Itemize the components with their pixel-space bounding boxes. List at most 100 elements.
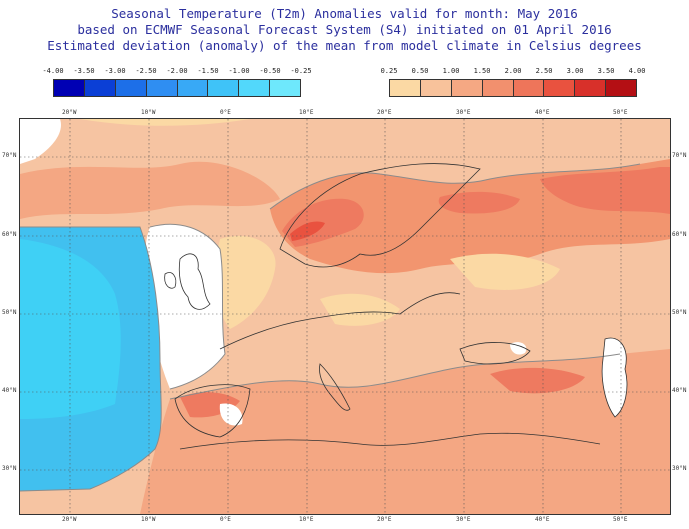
legend_cold-tick-label: -3.50 [73, 67, 95, 75]
legend_cold-swatch [177, 80, 209, 96]
longitude-top-label: 20°E [377, 109, 392, 116]
title-line-1: Seasonal Temperature (T2m) Anomalies val… [111, 6, 578, 21]
longitude-top-label: 20°W [62, 109, 77, 116]
neutral-area-greenland [20, 119, 61, 164]
title-line-2: based on ECMWF Seasonal Forecast System … [77, 22, 612, 37]
legend_cold-tick-label: -0.25 [290, 67, 312, 75]
legend-cold-bar [53, 79, 301, 97]
coastlines [164, 163, 628, 450]
legend_warm-tick-label: 1.50 [473, 67, 491, 75]
longitude-top-label: 30°E [456, 109, 471, 116]
legend_warm-swatch [575, 80, 607, 96]
longitude-top-label: 10°W [141, 109, 156, 116]
light-band-central-europe [320, 293, 400, 326]
light-band-west-europe [214, 235, 276, 329]
legend_warm-tick-label: 3.50 [597, 67, 615, 75]
legend_cold-tick-label: -4.00 [42, 67, 64, 75]
neutral-area-caspian [602, 338, 627, 417]
longitude-top-label: 50°E [613, 109, 628, 116]
legend_cold-swatch [270, 80, 300, 96]
legend_warm-tick-label: 2.00 [504, 67, 522, 75]
contour-cold-boundary [20, 226, 162, 492]
coastline-ireland [164, 272, 177, 289]
cold-area-atlantic-inner [20, 239, 121, 419]
latitude-right-label: 40°N [672, 387, 687, 394]
coastline-scandinavia [279, 163, 481, 268]
legend_warm-swatch [482, 80, 514, 96]
legend-warm-ticks: 0.25 0.50 1.00 1.50 2.00 2.50 3.00 3.50 4.00 [381, 67, 646, 79]
latitude-right-label: 60°N [672, 231, 687, 238]
legend_cold-tick-label: -0.50 [259, 67, 281, 75]
warm-core-finland [438, 191, 520, 214]
legend_cold-swatch [115, 80, 147, 96]
warm-core-turkey [490, 367, 585, 394]
legend_cold-tick-label: -1.50 [197, 67, 219, 75]
coastline-italy [319, 363, 351, 411]
latitude-left-label: 50°N [2, 309, 17, 316]
latitude-right-label: 30°N [672, 465, 687, 472]
coastline-black-sea [459, 342, 531, 365]
graticule [20, 119, 670, 514]
legend_warm-swatch [420, 80, 452, 96]
legend_warm-tick-label: 2.50 [535, 67, 553, 75]
longitude-bottom-label: 50°E [613, 516, 628, 523]
legend_warm-swatch [544, 80, 576, 96]
title-line-3: Estimated deviation (anomaly) of the mea… [47, 38, 642, 53]
warm-core-norway-inner [290, 221, 325, 241]
anomaly-map-svg [20, 119, 670, 514]
legend-warm-bar [389, 79, 637, 97]
legend_cold-tick-label: -3.00 [104, 67, 126, 75]
title-block: Seasonal Temperature (T2m) Anomalies val… [0, 6, 689, 54]
contour-scandinavia [269, 163, 641, 210]
neutral-area-british-isles [144, 224, 225, 389]
legend-cold-ticks: -4.00 -3.50 -3.00 -2.50 -2.00 -1.50 -1.00 -0.50… [42, 67, 311, 79]
longitude-top-label: 10°E [299, 109, 314, 116]
coastline-north-africa [179, 432, 601, 450]
legend_cold-swatch [208, 80, 240, 96]
legend_warm-tick-label: 4.00 [628, 67, 646, 75]
coastline-iberia [174, 384, 251, 438]
latitude-right-label: 70°N [672, 152, 687, 159]
coastline-caspian [601, 337, 628, 418]
legend_warm-tick-label: 1.00 [442, 67, 460, 75]
longitude-bottom-label: 20°E [377, 516, 392, 523]
legend_cold-swatch [54, 80, 85, 96]
legend_cold-swatch [239, 80, 271, 96]
legend_warm-tick-label: 0.50 [411, 67, 429, 75]
longitude-top-label: 0°E [220, 109, 231, 116]
longitude-bottom-label: 20°W [62, 516, 77, 523]
legend_warm-swatch [390, 80, 421, 96]
warm-core-russia [540, 167, 670, 214]
longitude-top-label: 40°E [535, 109, 550, 116]
legend_warm-tick-label: 3.00 [566, 67, 584, 75]
legend_warm-swatch [606, 80, 636, 96]
coastline-british-isles [178, 253, 211, 310]
legend_warm-swatch [513, 80, 545, 96]
contour-lines [20, 163, 641, 492]
legend-warm: 0.25 0.50 1.00 1.50 2.00 2.50 3.00 3.50 4.00 [381, 67, 646, 97]
legend_cold-tick-label: -2.00 [166, 67, 188, 75]
neutral-area-aral [510, 342, 527, 355]
legend_cold-tick-label: -2.50 [135, 67, 157, 75]
legend_cold-swatch [146, 80, 178, 96]
anomaly-map [19, 118, 671, 515]
legend_cold-tick-label: -1.00 [228, 67, 250, 75]
contour-neutral-boundary [149, 223, 226, 390]
legend-cold: -4.00 -3.50 -3.00 -2.50 -2.00 -1.50 -1.00 -0.50… [42, 67, 312, 97]
light-band-north [80, 119, 250, 126]
neutral-area-spain-south [219, 403, 243, 426]
light-band-ukraine [450, 253, 560, 290]
warm-band-north-atlantic [20, 161, 280, 219]
coastline-europe-north [219, 292, 461, 350]
longitude-bottom-label: 0°E [220, 516, 231, 523]
longitude-bottom-label: 30°E [456, 516, 471, 523]
latitude-right-label: 50°N [672, 309, 687, 316]
longitude-bottom-label: 10°E [299, 516, 314, 523]
latitude-left-label: 40°N [2, 387, 17, 394]
latitude-left-label: 60°N [2, 231, 17, 238]
legend_cold-swatch [84, 80, 116, 96]
legend_warm-swatch [451, 80, 483, 96]
legend_warm-tick-label: 0.25 [380, 67, 398, 75]
contour-mediterranean [169, 353, 621, 400]
longitude-bottom-label: 10°W [141, 516, 156, 523]
